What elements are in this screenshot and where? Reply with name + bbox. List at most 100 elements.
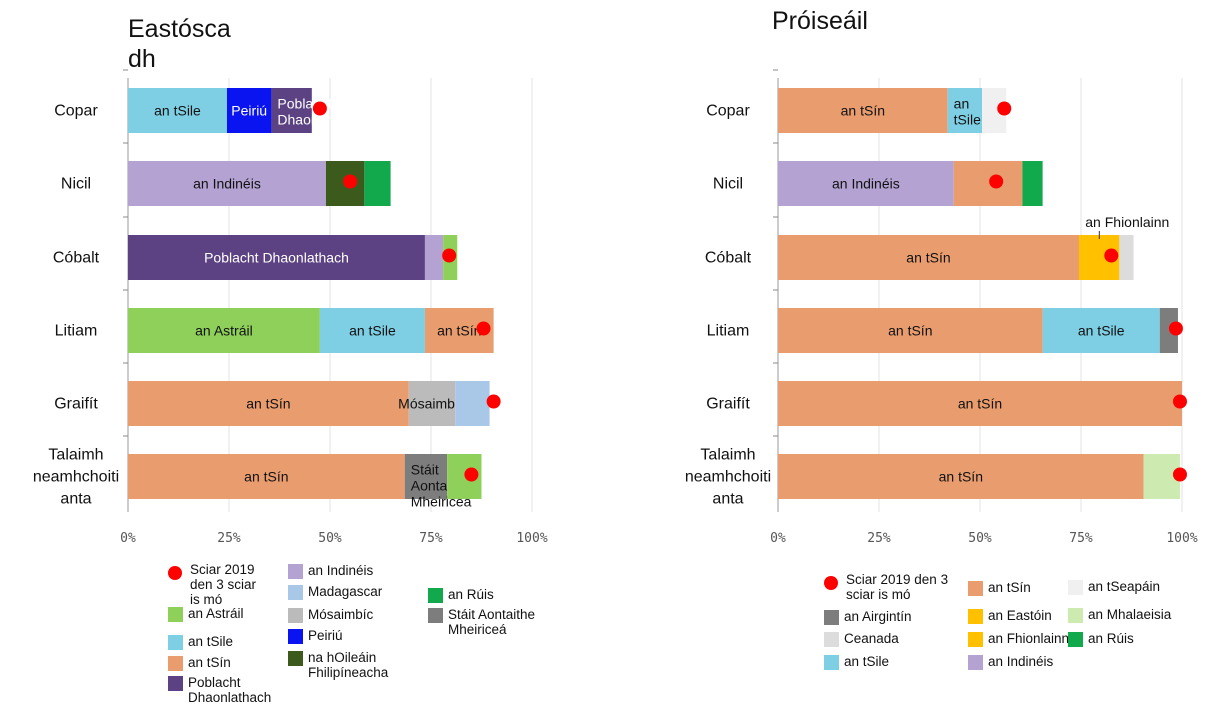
bar-segment	[778, 235, 1079, 280]
legend-item: an Indinéis	[288, 563, 408, 579]
share-marker	[442, 248, 457, 263]
legend-label: an tSile	[844, 654, 890, 669]
share-marker	[486, 394, 501, 409]
x-tick-label: 100%	[1166, 531, 1197, 546]
bar-segment	[128, 88, 227, 133]
share-marker	[464, 467, 479, 482]
legend-swatch	[1068, 580, 1083, 595]
legend-label: an tSín	[188, 655, 231, 670]
legend-label: an tSeapáin	[1088, 579, 1161, 594]
share-marker	[476, 321, 491, 336]
legend-item: an Eastóin	[968, 608, 1068, 624]
legend-item: an tSile	[168, 634, 268, 650]
category-label: Copar	[54, 103, 98, 120]
legend-label: Sciar 2019 den 3 sciar is mó	[846, 572, 949, 602]
bar-segment	[319, 308, 425, 353]
bar-segment	[226, 88, 272, 133]
bar-segment	[128, 161, 326, 206]
segment-label: an Indinéis	[832, 176, 900, 192]
legend-item-marker: Sciar 2019 den 3 sciar is mó	[824, 572, 951, 602]
bar-segment	[1119, 235, 1134, 280]
legend-swatch	[968, 609, 983, 624]
x-tick-label: 100%	[516, 531, 547, 546]
legend-swatch	[288, 608, 303, 623]
bar-segment	[128, 454, 405, 499]
category-label: Nicil	[713, 176, 743, 193]
share-marker	[1104, 248, 1119, 263]
legend-swatch	[428, 608, 443, 623]
segment-label: an tSín	[888, 323, 932, 339]
x-tick-label: 0%	[770, 531, 786, 546]
legend-item: an Astráil	[168, 606, 268, 622]
segment-label: an tSín	[906, 250, 950, 266]
share-marker	[997, 101, 1012, 116]
share-marker	[1168, 321, 1183, 336]
share-marker	[343, 174, 358, 189]
x-tick-label: 50%	[968, 531, 992, 546]
legend-label: an Eastóin	[988, 608, 1052, 623]
legend-label: an Mhalaeisia	[1088, 607, 1172, 622]
legend-item: na hOileáin Fhilipíneacha	[288, 650, 418, 680]
category-label: Litiam	[707, 323, 750, 340]
bar-row: Cóbalt an tSín an Fhionlainn	[705, 214, 1169, 280]
segment-label: an tSile	[349, 323, 396, 339]
bar-row: Graifít an tSín	[706, 362, 1187, 426]
category-label: Litiam	[55, 323, 98, 340]
bar-segment	[1022, 161, 1043, 206]
bar-row: Nicil an Indinéis	[713, 142, 1043, 206]
category-label: Cóbalt	[705, 250, 752, 267]
segment-label: an tSile	[954, 96, 981, 128]
legend-swatch	[168, 607, 183, 622]
legend-label: Madagascar	[308, 584, 383, 599]
x-tick-label: 0%	[120, 531, 136, 546]
category-label: Talaimh neamhchoiti anta	[33, 447, 119, 508]
bar-segment	[778, 381, 1182, 426]
legend-item: an Rúis	[428, 587, 548, 603]
share-marker	[1172, 467, 1187, 482]
category-label: Nicil	[61, 176, 91, 193]
segment-label: an tSín	[246, 396, 290, 412]
legend-swatch	[168, 676, 183, 691]
legend-item-marker: Sciar 2019 den 3 sciar is mó	[168, 562, 264, 606]
legend-label: Ceanada	[844, 631, 899, 646]
legend-item: an Fhionlainn	[968, 631, 1088, 647]
legend-item: an tSile	[824, 654, 934, 670]
chart-title-extraction: Eastósca dh	[128, 15, 231, 73]
legend-label: an Fhionlainn	[988, 631, 1070, 646]
legend-swatch	[288, 564, 303, 579]
bar-row: Talaimh neamhchoiti anta an tSín	[685, 435, 1187, 508]
legend-label: an Rúis	[448, 587, 494, 602]
bar-segment	[778, 308, 1043, 353]
bar-annotation: an Fhionlainn	[1085, 214, 1169, 230]
bar-row: Nicil an Indinéis	[61, 142, 391, 206]
legend-swatch	[968, 632, 983, 647]
bar-segment	[778, 88, 948, 133]
bar-segment	[128, 381, 409, 426]
bar-segment	[424, 235, 444, 280]
chart-extraction: Eastósca dh 0% 25% 50% 75% 100% Copar an tSile…	[33, 15, 548, 705]
bar-segment	[778, 454, 1144, 499]
legend-dot-swatch	[824, 576, 838, 590]
legend-item: an Indinéis	[968, 654, 1088, 670]
bar-segment	[271, 88, 312, 133]
legend-swatch	[168, 635, 183, 650]
segment-label: Mósaimbíc	[398, 396, 466, 412]
bar-segment	[408, 381, 456, 426]
legend-label: Stáit Aontaithe Mheiriceá	[448, 607, 536, 637]
legend-dot-swatch	[168, 566, 182, 580]
legend-swatch	[168, 656, 183, 671]
share-marker	[1172, 394, 1187, 409]
legend-label: an Airgintín	[844, 609, 912, 624]
legend-item: Poblacht Dhaonlathach	[168, 675, 308, 705]
bar-row: Cóbalt Poblacht Dhaonlathach	[53, 216, 458, 280]
legend-item: Mósaimbíc	[288, 607, 408, 623]
segment-label: an tSín	[841, 103, 885, 119]
legend-item: an Airgintín	[824, 609, 934, 625]
bar-segment	[1159, 308, 1178, 353]
legend-swatch	[428, 588, 443, 603]
bar-row: Litiam an Astráil an tSile an tSín	[55, 289, 494, 353]
segment-label: an tSín	[958, 396, 1002, 412]
legend-label: Poblacht Dhaonlathach	[188, 675, 272, 705]
legend-label: an tSín	[988, 580, 1031, 595]
